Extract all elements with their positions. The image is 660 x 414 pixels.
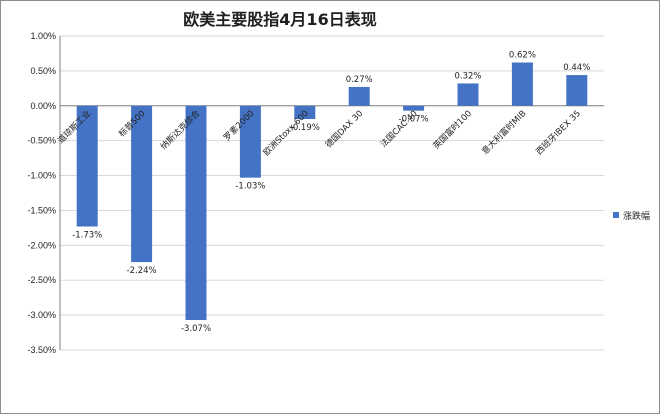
y-tick-label: -0.50% — [27, 136, 56, 146]
data-label: -1.03% — [235, 182, 265, 192]
legend-swatch — [613, 212, 619, 218]
data-label: -3.07% — [181, 324, 211, 334]
bar — [76, 105, 98, 227]
y-tick-label: -3.00% — [27, 310, 56, 320]
y-tick-label: 0.50% — [30, 66, 56, 76]
bar — [457, 83, 479, 106]
data-labels: -1.73% -2.24% -3.07% -1.03% -0.19% 0.27% -0.07… — [72, 51, 590, 334]
y-tick-label: -2.00% — [27, 240, 56, 250]
y-tick-label: 1.00% — [30, 31, 56, 41]
category-label: 西班牙IBEX 35 — [534, 108, 583, 157]
data-label: 0.62% — [509, 51, 536, 61]
data-label: -0.07% — [399, 115, 429, 125]
bar — [131, 105, 153, 263]
bar — [403, 105, 425, 111]
y-tick-label: -1.00% — [27, 171, 56, 181]
y-tick-label: -1.50% — [27, 205, 56, 215]
y-axis: 1.00% 0.50% 0.00% -0.50% -1.00% -1.50% -2.00% -… — [27, 31, 61, 355]
chart-title: 欧美主要股指4月16日表现 — [183, 10, 377, 29]
bar — [566, 75, 588, 106]
bar — [239, 105, 261, 178]
data-label: 0.44% — [563, 63, 590, 73]
category-label: 英国富时100 — [431, 108, 474, 151]
data-label: -0.19% — [290, 123, 320, 133]
category-label: 欧洲Stoxx 600 — [261, 108, 311, 158]
bar — [511, 62, 533, 106]
bar — [185, 105, 207, 320]
data-label: -2.24% — [127, 266, 157, 276]
data-label: -1.73% — [72, 230, 102, 240]
legend-label: 涨跌幅 — [623, 210, 650, 222]
data-label: 0.32% — [454, 71, 481, 81]
y-tick-label: -3.50% — [27, 345, 56, 355]
y-tick-label: 0.00% — [30, 101, 56, 111]
data-label: 0.27% — [346, 75, 373, 85]
bar — [348, 86, 370, 106]
bar — [294, 105, 316, 120]
category-label: 意大利富时MIB — [480, 108, 529, 157]
y-tick-label: -2.50% — [27, 275, 56, 285]
category-label: 德国DAX 30 — [323, 108, 365, 150]
bars — [76, 62, 588, 320]
legend: 涨跌幅 — [613, 210, 650, 222]
